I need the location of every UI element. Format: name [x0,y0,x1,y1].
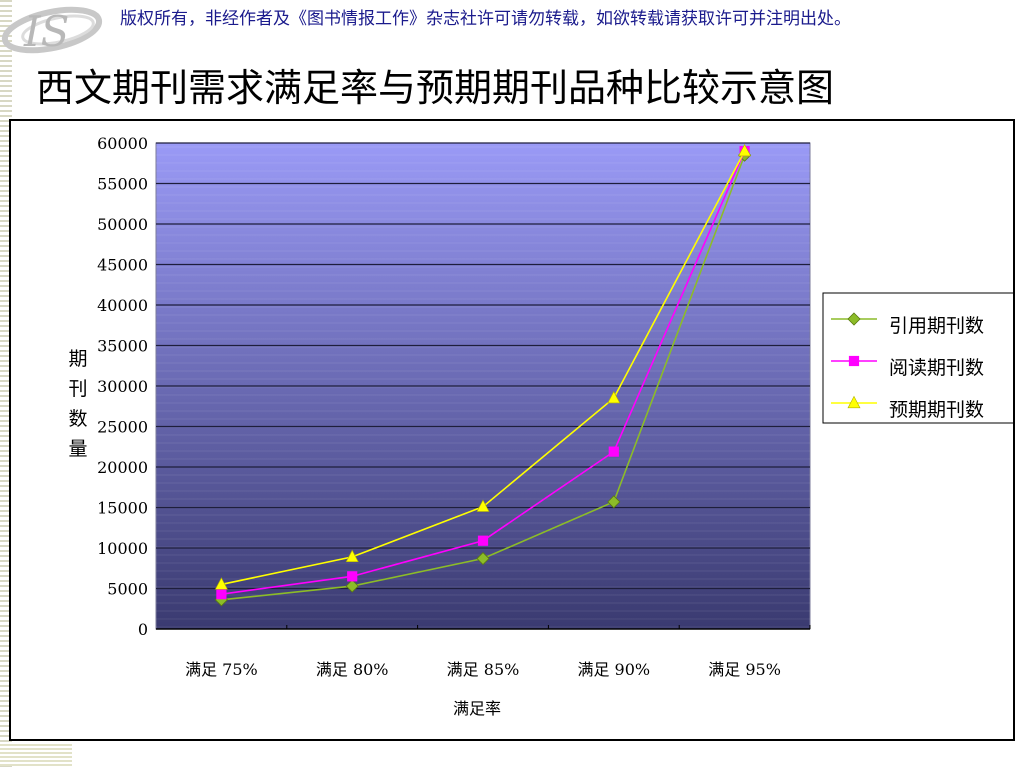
page-title: 西文期刊需求满足率与预期期刊品种比较示意图 [36,66,835,110]
x-tick-label: 满足 75% [185,660,258,679]
y-tick-label: 40000 [97,296,148,315]
x-tick-label: 满足 95% [708,660,781,679]
bottom-stripe-decoration [0,744,72,766]
data-point-square [216,589,227,600]
data-point-diamond [345,579,359,593]
y-tick-label: 60000 [97,134,148,153]
y-axis-title-char: 期 [68,348,87,370]
y-axis-ticks: 0 5000 10000 15000 20000 25000 30000 35000 40000… [97,134,148,639]
y-tick-label: 55000 [97,175,148,194]
y-tick-label: 30000 [97,377,148,396]
data-point-triangle [345,549,359,563]
y-tick-label: 5000 [107,580,148,599]
copyright-notice: 版权所有，非经作者及《图书情报工作》杂志社许可请勿转载，如欲转载请获取许可并注明… [120,9,851,29]
y-tick-label: 10000 [97,539,148,558]
chart-frame: 0 5000 10000 15000 20000 25000 30000 35000 40000… [9,119,1015,741]
legend-label: 阅读期刊数 [889,357,984,379]
y-tick-label: 25000 [97,418,148,437]
x-tick-label: 满足 80% [316,660,389,679]
x-axis-title: 满足率 [453,699,501,718]
data-point-triangle [476,499,490,512]
y-tick-label: 35000 [97,337,148,356]
legend-label: 引用期刊数 [889,315,984,337]
data-point-diamond [476,551,490,566]
x-tick-label: 满足 85% [447,660,520,679]
x-axis-ticks: 满足 75% 满足 80% 满足 85% 满足 90% 满足 95% [185,625,811,679]
legend-marker-diamond [847,312,861,326]
data-point-triangle [738,143,752,157]
y-axis-title-char: 量 [68,438,87,460]
y-axis-title-char: 刊 [68,378,87,400]
series-layer [214,143,752,607]
legend-marker-square [848,355,860,367]
data-point-triangle [214,577,228,590]
data-point-square [347,571,358,582]
data-point-diamond [607,495,621,509]
y-axis-title-char: 数 [68,408,87,430]
y-tick-label: 45000 [97,256,148,275]
journal-logo: IS [1,6,103,56]
series-3 [214,143,752,590]
x-tick-label: 满足 90% [577,660,650,679]
data-point-square [477,535,489,546]
y-tick-label: 20000 [97,458,148,477]
series-1 [214,148,752,607]
y-tick-label: 15000 [97,499,148,518]
svg-text:IS: IS [23,7,69,56]
line-chart: 0 5000 10000 15000 20000 25000 30000 35000 40000… [68,134,1013,718]
data-point-square [608,446,619,457]
y-tick-label: 50000 [97,215,148,234]
y-tick-label: 0 [138,620,148,639]
data-point-triangle [607,390,621,404]
legend-label: 预期期刊数 [889,399,984,421]
legend-marker-triangle [847,395,861,409]
